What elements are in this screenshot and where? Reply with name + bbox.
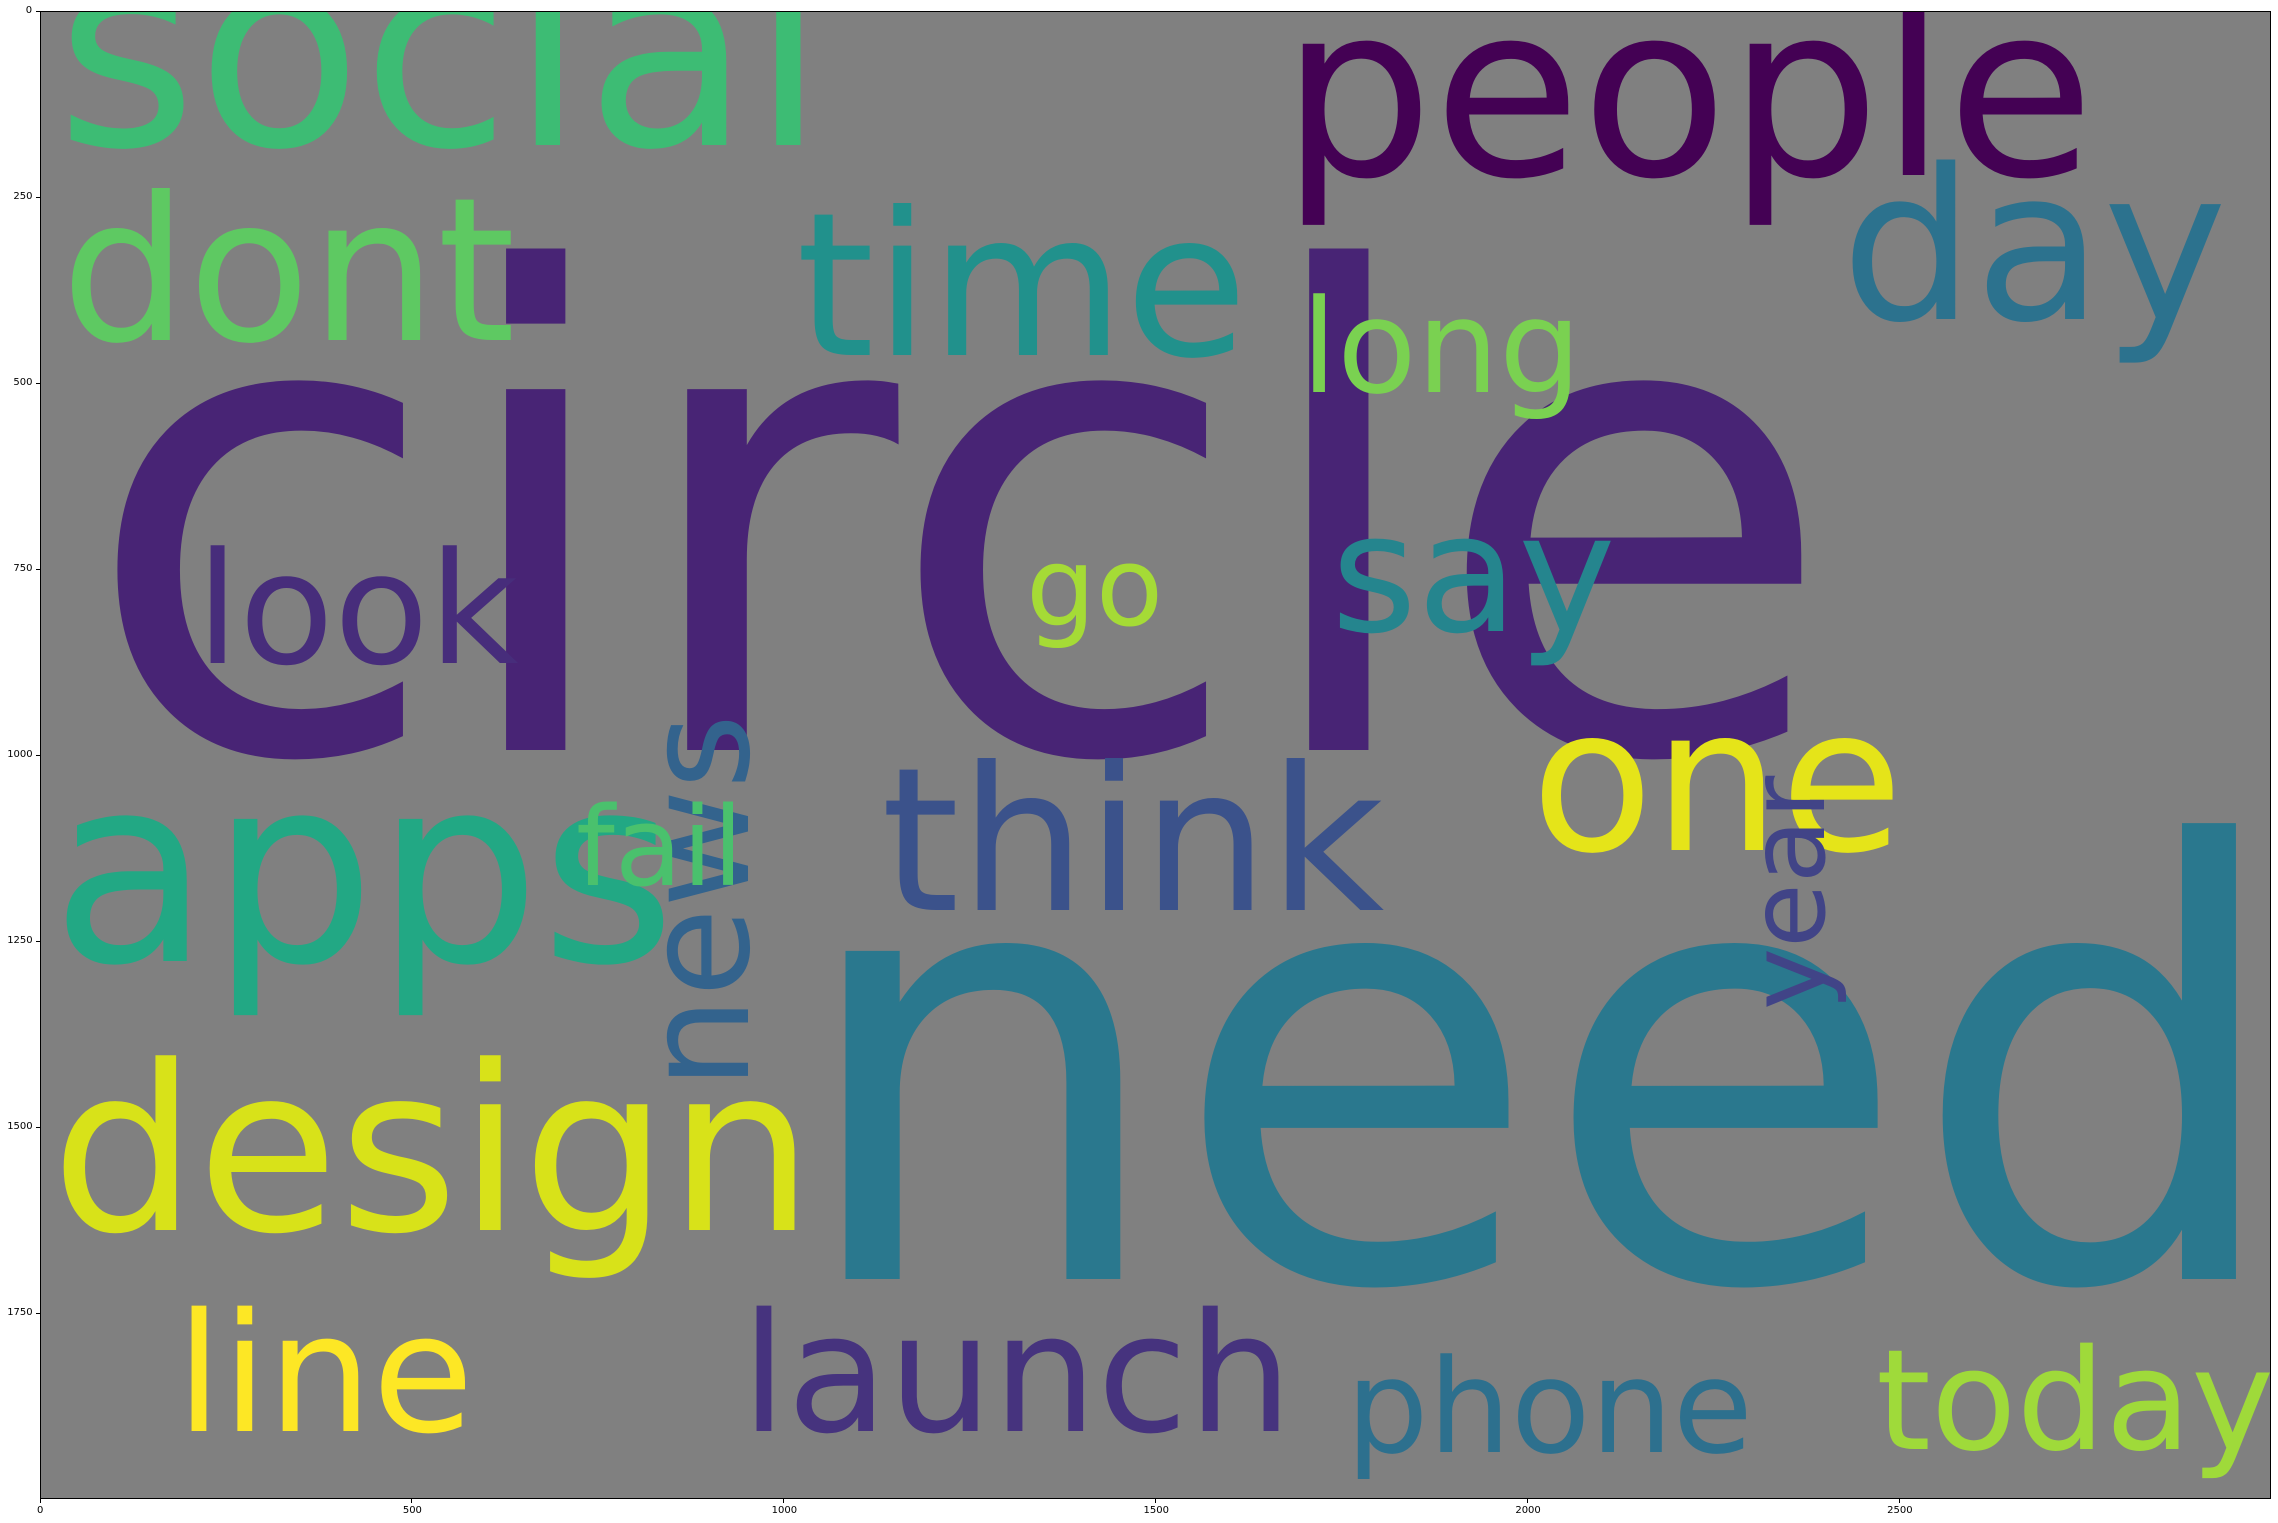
word-year: year (1727, 775, 1849, 1010)
word-fail: fail (576, 783, 744, 911)
x-tick-label: 1000 (771, 1505, 798, 1516)
word-one: one (1531, 665, 1904, 898)
y-tick-label: 1500 (7, 1121, 33, 1132)
x-tick-label: 0 (37, 1505, 44, 1516)
x-tick-label: 1500 (1143, 1505, 1169, 1516)
x-tick-mark (783, 1499, 785, 1503)
word-social: social (56, 11, 826, 209)
word-think: think (881, 725, 1385, 958)
y-tick-mark (36, 1126, 40, 1128)
y-tick-mark (36, 568, 40, 570)
y-tick-label: 0 (25, 5, 33, 16)
word-day: day (1841, 124, 2228, 369)
x-tick-mark (39, 1499, 41, 1503)
word-launch: launch (741, 1278, 1293, 1470)
word-say: say (1331, 478, 1616, 670)
y-tick-mark (36, 382, 40, 384)
x-tick-mark (411, 1499, 413, 1503)
word-circle: circle (81, 137, 1837, 906)
y-tick-label: 1250 (7, 935, 33, 946)
word-phone: phone (1346, 1331, 1753, 1483)
x-tick-mark (1898, 1499, 1900, 1503)
word-dont: dont (61, 155, 516, 388)
word-line: line (176, 1278, 474, 1470)
x-tick-label: 500 (402, 1505, 422, 1516)
x-tick-mark (1155, 1499, 1156, 1503)
x-tick-mark (1526, 1499, 1528, 1503)
y-tick-mark (36, 940, 40, 942)
y-tick-label: 500 (13, 377, 33, 388)
y-tick-mark (36, 196, 40, 198)
word-need: need (791, 722, 2271, 1421)
word-design: design (51, 1018, 814, 1285)
word-time: time (796, 170, 1248, 403)
y-tick-mark (36, 754, 40, 756)
y-tick-label: 250 (13, 191, 33, 202)
x-tick-label: 2500 (1887, 1505, 1913, 1516)
y-tick-label: 1750 (7, 1307, 33, 1318)
x-tick-label: 2000 (1515, 1505, 1541, 1516)
y-tick-mark (36, 1312, 40, 1314)
word-people: people (1281, 11, 2095, 232)
y-tick-label: 1000 (7, 749, 33, 760)
word-today: today (1876, 1320, 2271, 1483)
word-long: long (1301, 271, 1582, 423)
y-tick-mark (36, 10, 40, 12)
word-apps: apps (51, 721, 676, 1023)
word-look: look (196, 519, 519, 700)
word-go: go (1026, 523, 1164, 651)
word-cloud-canvas: circle need social people apps design dont time… (40, 11, 2271, 1499)
y-tick-label: 750 (13, 563, 33, 574)
